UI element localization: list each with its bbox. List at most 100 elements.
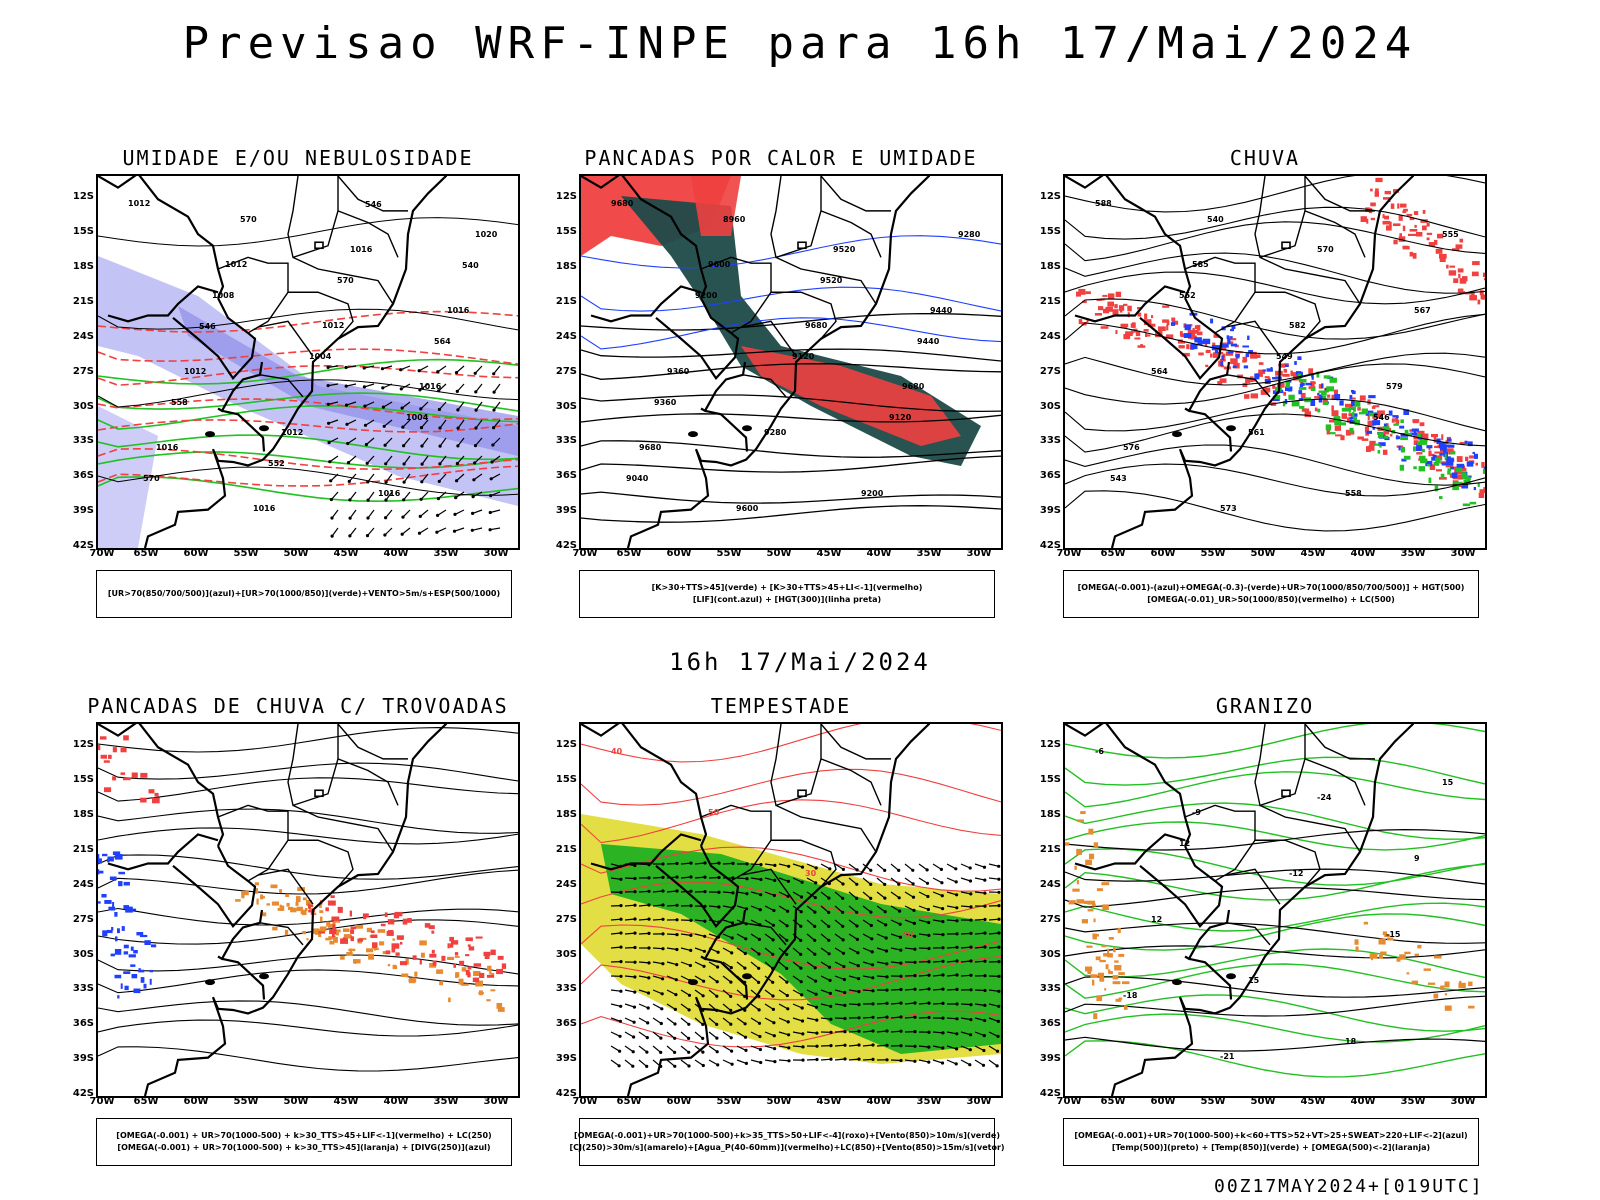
storm-red-cell [108, 754, 112, 759]
wind-850-vector-head [689, 918, 693, 922]
wind-850-vector-head [911, 868, 915, 872]
lat-tick-label: 36S [1039, 470, 1061, 482]
rain-red-cell [1416, 452, 1423, 455]
wind-850-vector [764, 1017, 775, 1024]
wind-850-vector [638, 904, 650, 907]
wind-vector [330, 491, 339, 500]
rain-red-cell [1290, 370, 1293, 376]
storm-orange-cell [279, 904, 282, 908]
wind-850-vector [876, 961, 887, 965]
wind-850-vector [960, 1017, 971, 1021]
lat-tick-label: 18S [1039, 261, 1061, 272]
divg-blue-cell [130, 908, 137, 911]
contour-label: 9360 [667, 367, 690, 376]
wind-850-vector-head [715, 1022, 719, 1026]
wind-vector [328, 437, 339, 444]
wind-850-vector-head [983, 891, 987, 895]
wind-850-vector-head [857, 1003, 861, 1007]
storm-orange-cell [447, 956, 455, 960]
wind-850-vector-head [968, 1048, 972, 1052]
wind-850-vector [694, 1059, 704, 1067]
lon-tick-label: 55W [716, 1096, 742, 1107]
rain-red-cell [1483, 487, 1485, 491]
df-box [314, 789, 324, 798]
wind-850-vector-head [715, 1036, 719, 1040]
lat-tick-label: 42S [555, 540, 577, 551]
wind-850-vector-head [855, 882, 859, 886]
wind-850-vector [834, 1003, 845, 1006]
wind-850-vector-head [799, 924, 803, 928]
contour-label: 9120 [792, 352, 815, 361]
wind-vector [364, 383, 375, 388]
panel-chuva: CHUVA 12S 15S 18S 21S 24S 27S 30S 33S 36S 39S 42S … [1035, 146, 1495, 621]
wind-vector-head [419, 497, 423, 501]
rain-blue-cell [1262, 369, 1266, 372]
storm-red-cell [395, 952, 400, 956]
rain-red-cell [1457, 474, 1463, 480]
rain-blue-cell [1254, 373, 1260, 380]
wind-vector-head [455, 461, 459, 466]
rain-red-cell [1455, 244, 1463, 249]
wind-850-vector-head [647, 876, 651, 880]
rain-red-cell [1190, 329, 1199, 334]
omega-orange-cell [1380, 951, 1387, 955]
wind-850-vector-head [702, 949, 706, 953]
wind-850-vector-head [899, 1058, 903, 1063]
contour-label: 573 [1220, 504, 1237, 513]
rain-red-cell [1365, 432, 1370, 436]
storm-red-cell [449, 943, 454, 948]
wind-850-vector-head [871, 989, 875, 993]
lat-tick-label: 36S [72, 470, 94, 482]
wind-850-vector [792, 975, 802, 983]
wind-vector [403, 437, 411, 447]
state-border [259, 374, 304, 398]
state-border [1255, 291, 1321, 340]
country-border [172, 845, 257, 929]
wind-850-vector [820, 1017, 831, 1020]
rain-red-cell [1409, 217, 1415, 221]
temp500-black [1065, 976, 1485, 998]
rain-green-cell [1419, 460, 1427, 464]
rain-red-cell [1244, 394, 1250, 399]
wind-850-vector-head [983, 931, 987, 935]
rain-red-cell [1366, 218, 1369, 224]
temp850-green [1065, 863, 1485, 901]
wind-850-vector [848, 1003, 860, 1006]
omega-orange-cell [1122, 981, 1130, 985]
wind-850-vector-head [785, 952, 789, 956]
lat-tick-label: 12S [1039, 739, 1061, 751]
wind-850-vector-head [968, 879, 973, 883]
wind-vector-head [436, 370, 440, 374]
wind-vector [349, 527, 357, 537]
wind-vector [493, 365, 501, 375]
wind-850-vector-head [743, 1022, 747, 1026]
wind-850-vector [918, 1016, 930, 1019]
storm-orange-cell [460, 983, 469, 986]
storm-red-cell [122, 777, 131, 781]
omega-orange-cell [1076, 848, 1082, 855]
lat-tick-label: 24S [72, 878, 94, 890]
wind-850-vector [610, 989, 621, 992]
divg-blue-cell [113, 878, 117, 881]
wind-850-vector [722, 1059, 733, 1065]
wind-vector [437, 365, 447, 373]
contour-label: 1004 [309, 352, 332, 361]
storm-red-cell [472, 977, 480, 983]
wind-vector [421, 419, 429, 428]
wind-850-vector [722, 989, 732, 997]
wind-vector-head [438, 444, 442, 448]
rain-red-cell [1456, 456, 1463, 462]
wind-850-vector [876, 863, 886, 871]
lon-tick-label: 55W [716, 548, 742, 559]
omega-orange-cell [1440, 985, 1445, 990]
hgt500-streamline [1065, 252, 1485, 294]
lat-tick-label: 21S [72, 295, 94, 307]
lc250-streamline [98, 762, 518, 782]
lat-tick-label: 42S [72, 540, 94, 551]
legend-line: [K>30+TTS>45](verde) + [K>30+TTS>45+LI<-… [651, 583, 923, 592]
wind-850-vector-head [911, 895, 916, 899]
rain-blue-cell [1230, 343, 1238, 347]
omega-orange-cell [1118, 953, 1125, 957]
df-box [797, 789, 807, 798]
